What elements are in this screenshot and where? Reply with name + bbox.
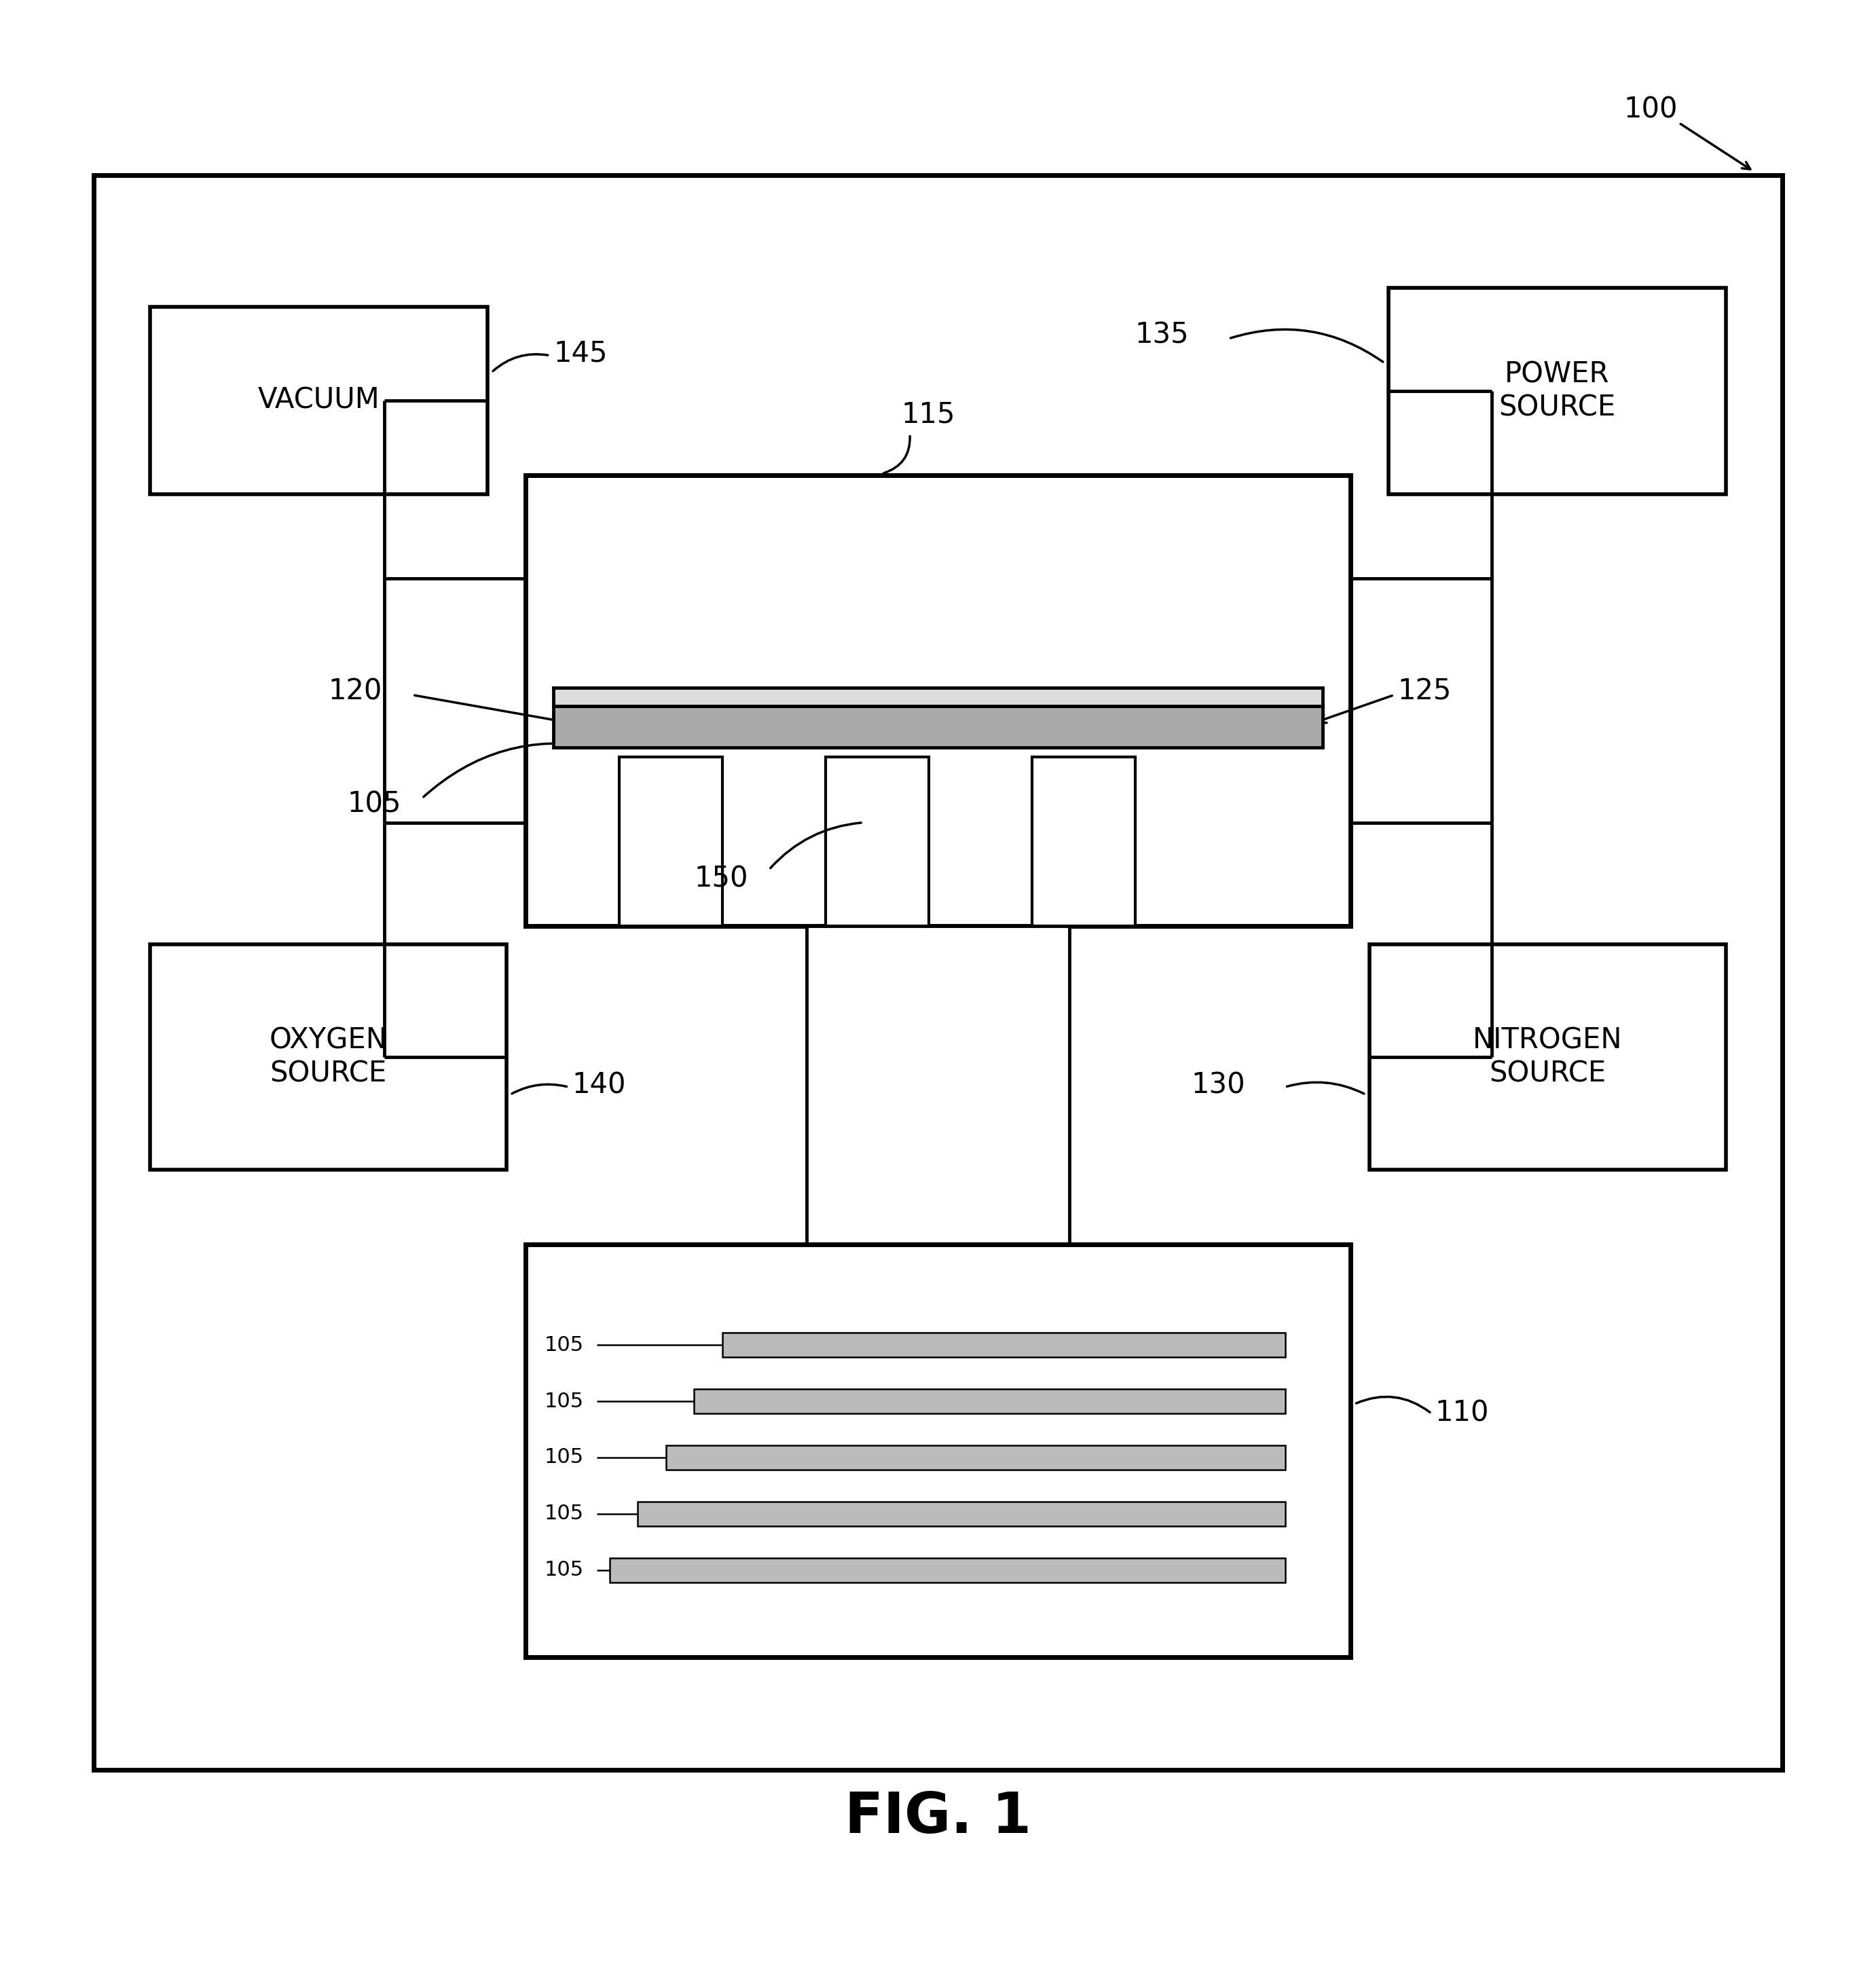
Text: 125: 125 — [1398, 678, 1452, 705]
Text: 120: 120 — [328, 678, 383, 705]
Bar — [150, 306, 488, 495]
Bar — [150, 945, 507, 1171]
Bar — [525, 475, 1351, 925]
Bar — [553, 707, 1323, 748]
Text: 150: 150 — [694, 864, 749, 894]
Text: 100: 100 — [1625, 96, 1677, 124]
Bar — [553, 687, 1323, 707]
Text: 105: 105 — [544, 1336, 583, 1355]
Text: 105: 105 — [544, 1391, 583, 1410]
Bar — [638, 1502, 1285, 1526]
Text: 105: 105 — [544, 1504, 583, 1524]
Text: 130: 130 — [1191, 1070, 1246, 1100]
Text: 140: 140 — [572, 1070, 627, 1100]
Text: 115: 115 — [902, 401, 955, 428]
Text: 105: 105 — [347, 790, 401, 819]
Bar — [1032, 756, 1135, 925]
Text: 135: 135 — [1135, 320, 1189, 350]
Text: FIG. 1: FIG. 1 — [844, 1789, 1032, 1844]
Bar — [619, 756, 722, 925]
Text: VACUUM: VACUUM — [257, 387, 381, 414]
Bar — [1388, 289, 1726, 495]
Text: POWER
SOURCE: POWER SOURCE — [1499, 359, 1615, 422]
Text: OXYGEN
SOURCE: OXYGEN SOURCE — [270, 1027, 386, 1088]
Bar — [722, 1334, 1285, 1357]
Bar — [807, 925, 1069, 1245]
Text: 110: 110 — [1435, 1398, 1490, 1428]
Bar — [1369, 945, 1726, 1171]
Bar — [825, 756, 929, 925]
Text: NITROGEN
SOURCE: NITROGEN SOURCE — [1473, 1027, 1623, 1088]
Text: 105: 105 — [544, 1447, 583, 1467]
Bar — [610, 1557, 1285, 1583]
Bar — [525, 1245, 1351, 1658]
Text: 145: 145 — [553, 340, 608, 367]
Bar — [94, 175, 1782, 1770]
Bar — [666, 1446, 1285, 1469]
Text: 105: 105 — [544, 1559, 583, 1579]
Bar — [694, 1389, 1285, 1414]
